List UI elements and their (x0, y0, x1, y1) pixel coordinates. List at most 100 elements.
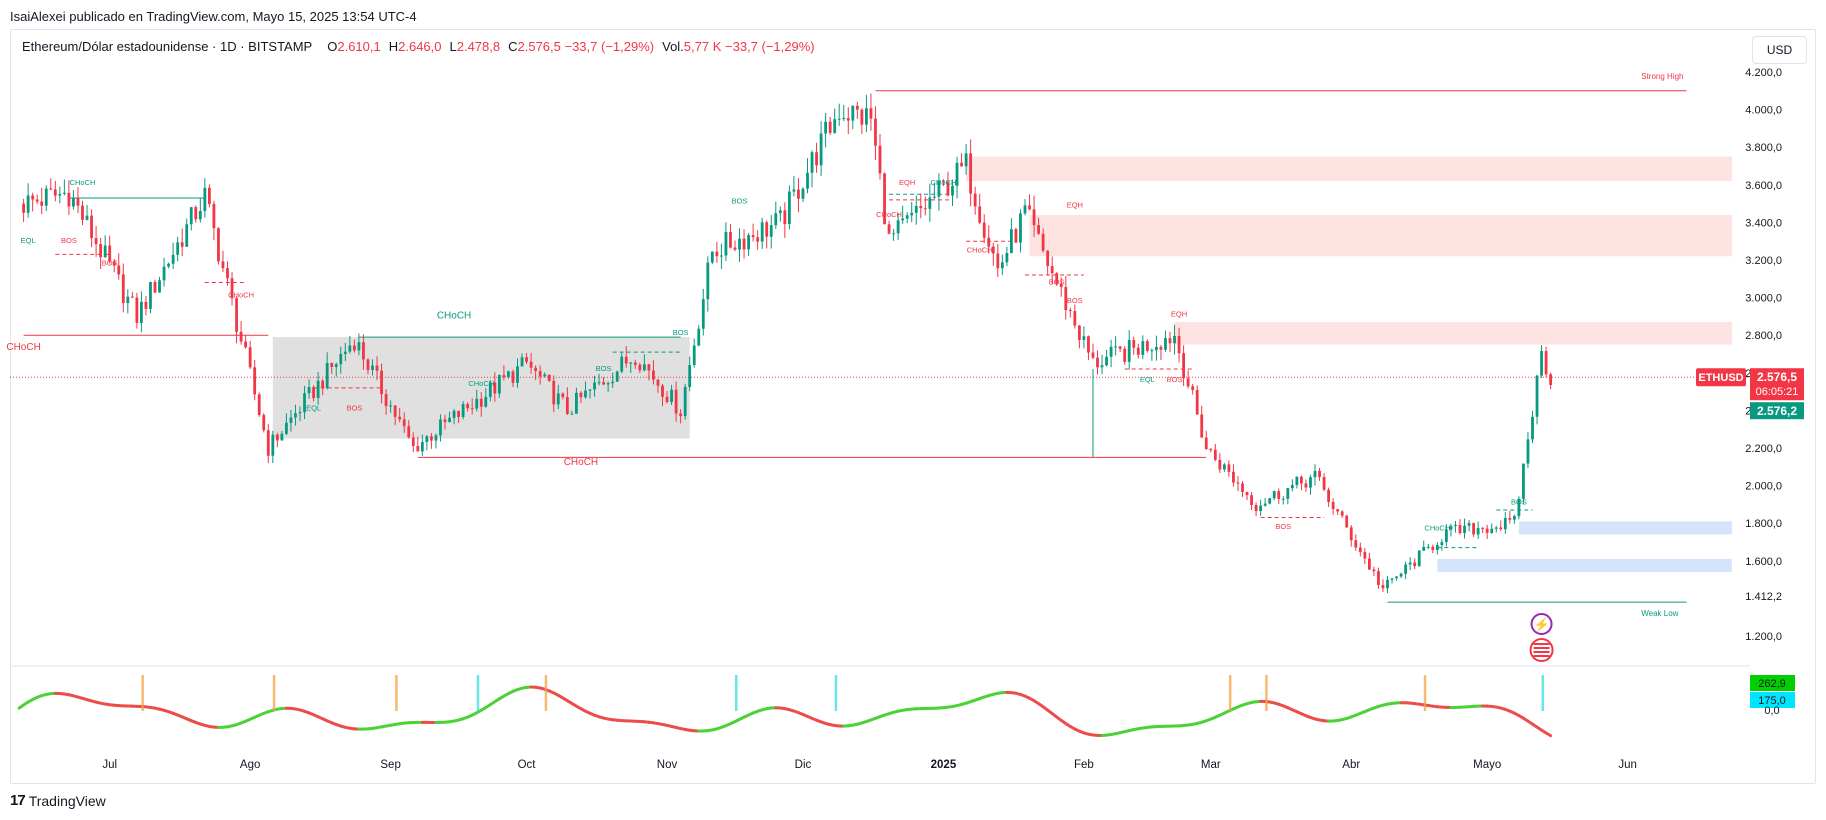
structure-label-choch: CHoCH (6, 342, 40, 353)
candle (1331, 498, 1335, 515)
candle-body (1023, 205, 1027, 214)
candle (393, 404, 397, 426)
candle-body (1463, 525, 1466, 534)
candle (969, 139, 973, 207)
candle-body (520, 357, 524, 367)
candle-body (402, 419, 406, 427)
candle (978, 193, 982, 225)
candle (584, 381, 587, 399)
candle-body (1526, 439, 1530, 464)
candle (135, 292, 139, 329)
candle-body (26, 195, 30, 213)
candle-body (1313, 470, 1317, 478)
candle-body (615, 371, 619, 382)
candle-body (1105, 356, 1108, 366)
candle-body (90, 215, 93, 239)
candle-body (765, 222, 769, 237)
oscillator-spike (1423, 675, 1427, 711)
candle (710, 251, 714, 265)
candle (502, 365, 506, 381)
candle-body (475, 398, 479, 409)
candle-body (126, 296, 130, 304)
time-axis: Jul Ago Sep Oct Nov Dic 2025 Feb Mar Abr Mayo Jun (102, 759, 1637, 771)
candle (1191, 384, 1195, 395)
candle (475, 389, 479, 412)
candle (1544, 346, 1548, 378)
candle (1458, 519, 1462, 535)
candle-body (1168, 338, 1172, 344)
candle-body (1472, 523, 1475, 535)
candle-body (1481, 528, 1485, 530)
y-tick-label: 1.600,0 (1745, 556, 1782, 568)
candle (1395, 576, 1398, 581)
countdown-text: 06:05:21 (1756, 386, 1799, 398)
candle-body (964, 153, 968, 167)
level-label: Strong High (1641, 72, 1683, 81)
candle (434, 433, 438, 449)
candle-body (869, 108, 873, 119)
tradingview-logo-icon[interactable]: 17 (10, 792, 26, 809)
candle (765, 220, 769, 249)
candle (973, 186, 977, 215)
y-tick-label: 3.200,0 (1745, 255, 1782, 267)
currency-button[interactable]: USD (1752, 36, 1807, 64)
candle (343, 342, 347, 362)
candle-body (53, 189, 57, 196)
candle-body (534, 367, 538, 371)
candle-body (778, 210, 782, 214)
candle-body (887, 224, 891, 234)
candle-body (1191, 386, 1195, 390)
candle-body (828, 121, 832, 133)
oscillator-spike (272, 675, 276, 711)
candle (207, 184, 211, 208)
candle-body (1100, 365, 1104, 368)
candle (756, 230, 760, 250)
candle-body (602, 382, 605, 385)
structure-label-bos: BOS (1511, 497, 1527, 506)
chart-frame[interactable] (10, 29, 1816, 784)
flag-stripe (1533, 647, 1550, 649)
candle (1540, 345, 1543, 378)
candle-body (339, 354, 343, 365)
candle (783, 202, 787, 239)
candle (90, 209, 93, 248)
candle (1535, 374, 1539, 425)
candle-body (1046, 250, 1050, 267)
candle (439, 414, 442, 442)
candle (683, 383, 687, 420)
candle-body (556, 393, 560, 405)
candle-body (756, 237, 760, 242)
candle-body (393, 405, 397, 417)
candle-body (656, 379, 660, 386)
oscillator-spike (476, 675, 480, 711)
candle (701, 288, 705, 336)
brand-name[interactable]: TradingView (28, 792, 106, 809)
structure-label-eql: EQL (1140, 375, 1155, 384)
candle (1182, 345, 1185, 386)
candle-body (1318, 470, 1321, 477)
candle (26, 183, 30, 218)
structure-label-bos: BOS (1067, 296, 1083, 305)
us-flag-icon (1529, 638, 1554, 662)
demand-zone (1518, 521, 1732, 535)
candle-body (747, 235, 750, 250)
ohlc-key: H (388, 39, 399, 54)
candle (538, 365, 542, 385)
ohlc-key: C (508, 39, 518, 54)
symbol-title[interactable]: Ethereum/Dólar estadounidense · 1D · BIT… (22, 39, 312, 54)
candle (1136, 343, 1140, 359)
candle (275, 432, 279, 448)
candle (1236, 476, 1240, 492)
candle-body (307, 387, 311, 394)
candle (1490, 523, 1494, 534)
candle (1213, 443, 1217, 462)
candle-body (217, 228, 220, 262)
candle-body (1150, 350, 1154, 352)
candle-body (1073, 311, 1077, 326)
candle (787, 185, 791, 230)
candle (1204, 430, 1208, 450)
candle (1096, 350, 1099, 375)
candle-body (1232, 471, 1235, 483)
candle (1426, 543, 1430, 550)
